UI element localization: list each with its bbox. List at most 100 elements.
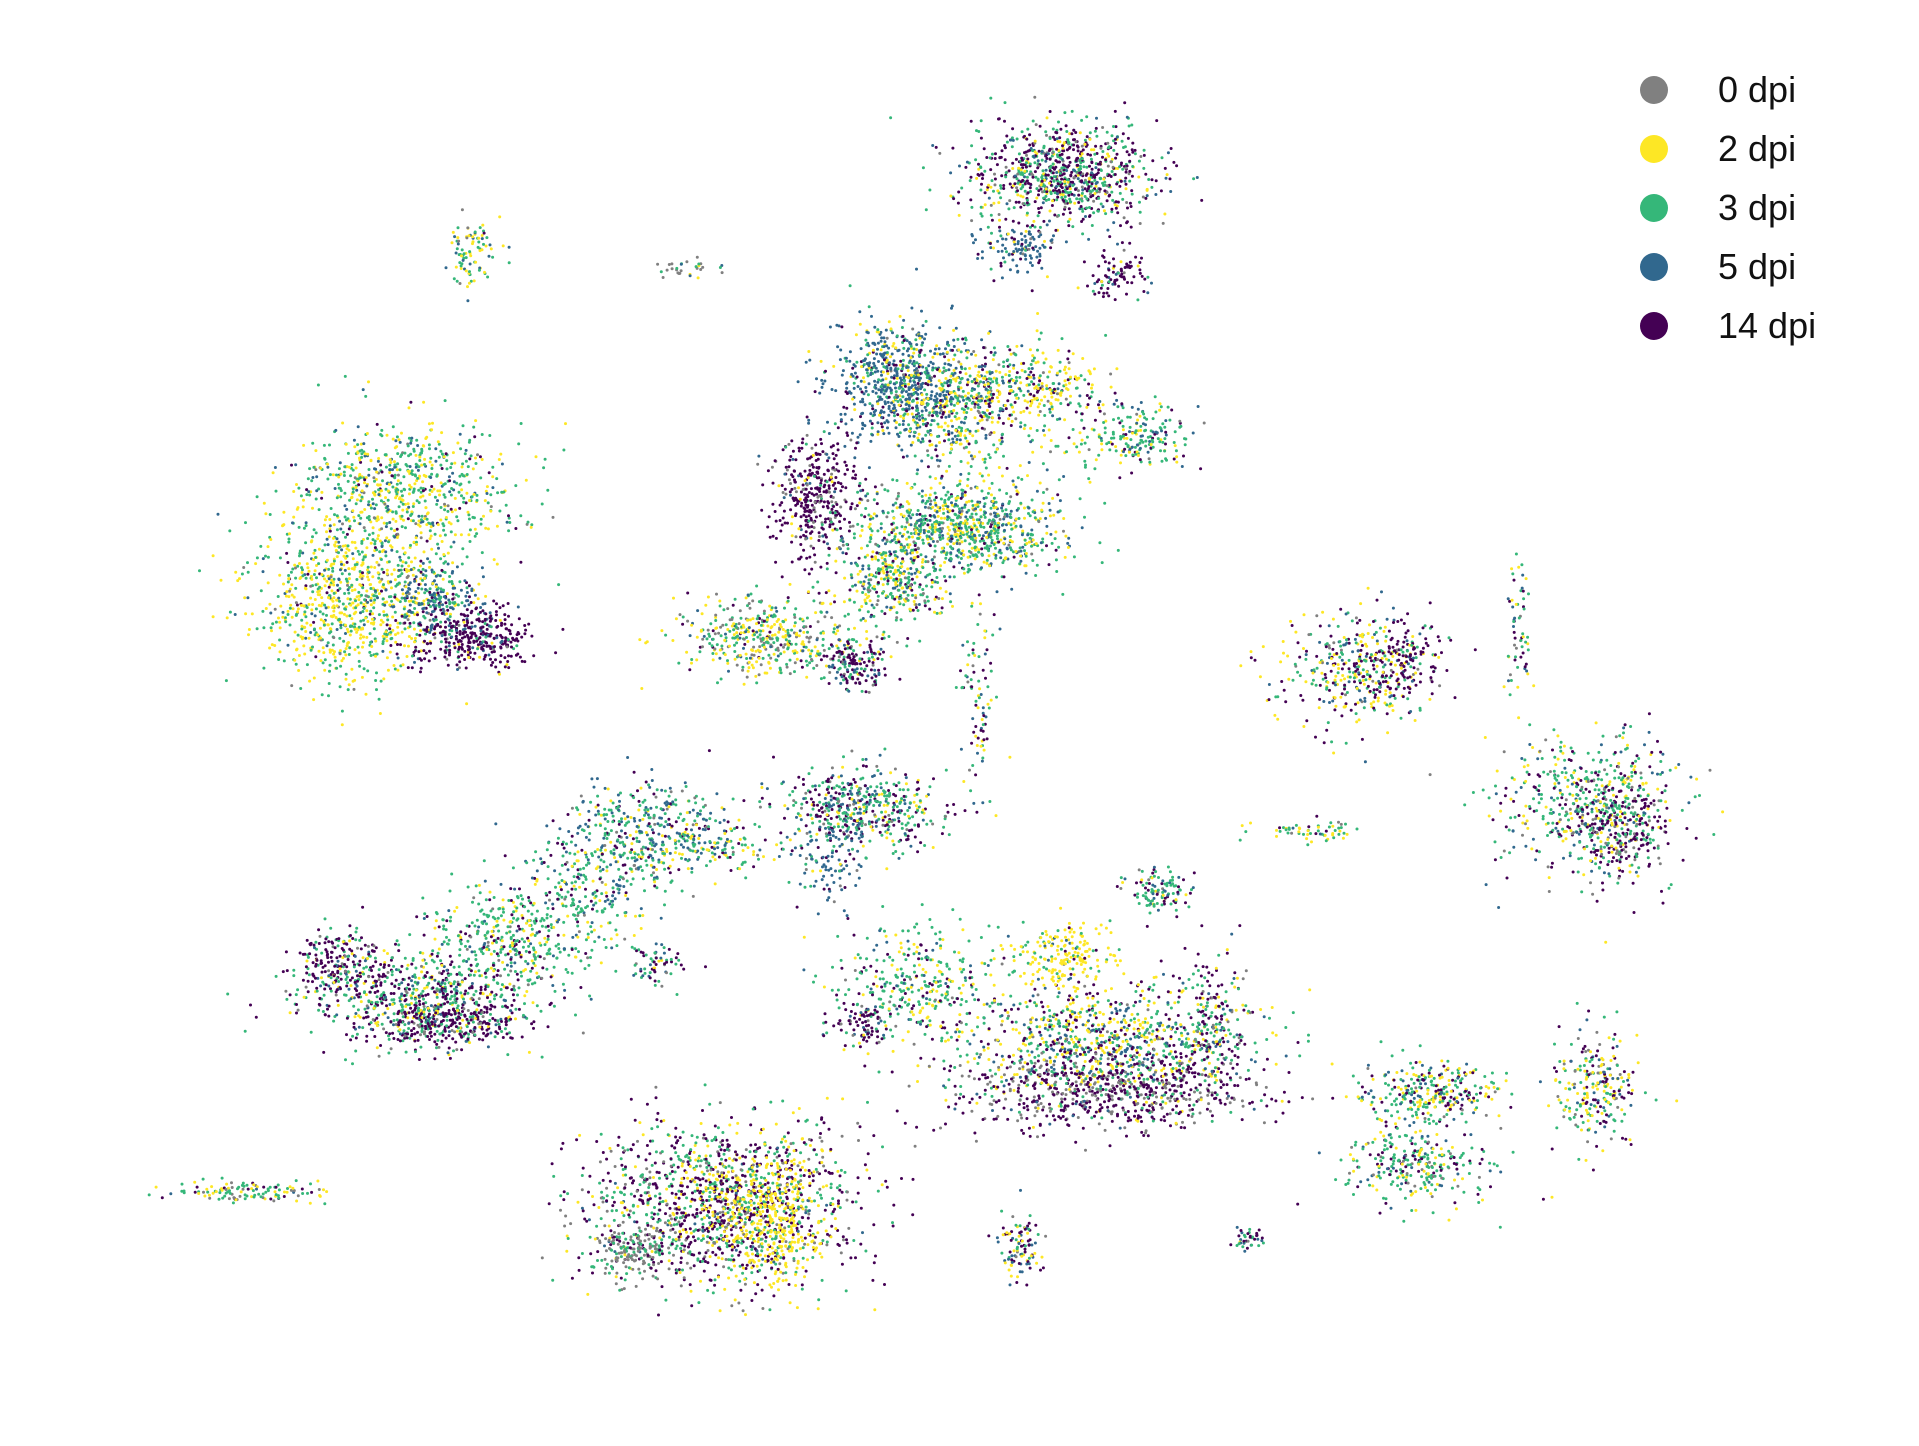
point-14dpi	[1003, 158, 1007, 162]
point-5dpi	[843, 444, 847, 448]
point-5dpi	[1013, 381, 1017, 385]
point-2dpi	[933, 610, 936, 614]
point-2dpi	[783, 635, 787, 639]
point-2dpi	[967, 450, 971, 454]
point-14dpi	[1001, 421, 1005, 425]
point-3dpi	[999, 184, 1002, 188]
point-14dpi	[1024, 165, 1028, 169]
point-14dpi	[848, 588, 852, 592]
point-14dpi	[819, 479, 823, 482]
point-14dpi	[857, 556, 861, 560]
point-5dpi	[899, 581, 903, 585]
point-3dpi	[1057, 478, 1061, 482]
point-2dpi	[889, 576, 893, 580]
point-14dpi	[780, 501, 784, 505]
point-5dpi	[950, 501, 953, 505]
point-5dpi	[896, 349, 900, 353]
point-3dpi	[886, 595, 890, 599]
point-2dpi	[1019, 381, 1023, 385]
point-14dpi	[1079, 179, 1083, 183]
point-5dpi	[827, 432, 831, 435]
point-5dpi	[929, 397, 933, 401]
point-3dpi	[1065, 130, 1069, 133]
point-2dpi	[1035, 329, 1039, 333]
point-5dpi	[945, 390, 949, 394]
point-3dpi	[1128, 425, 1132, 429]
point-0dpi	[1045, 133, 1048, 137]
point-14dpi	[998, 225, 1001, 229]
point-3dpi	[827, 647, 831, 651]
point-3dpi	[953, 415, 957, 419]
point-3dpi	[396, 452, 400, 456]
point-5dpi	[906, 393, 910, 397]
point-3dpi	[1023, 423, 1027, 427]
point-3dpi	[969, 516, 973, 519]
point-5dpi	[1030, 264, 1034, 267]
point-3dpi	[891, 478, 895, 482]
point-5dpi	[917, 411, 920, 415]
point-5dpi	[688, 634, 692, 638]
point-2dpi	[1012, 521, 1016, 525]
point-3dpi	[896, 494, 900, 498]
point-14dpi	[1113, 109, 1117, 113]
point-5dpi	[870, 603, 874, 607]
point-14dpi	[771, 534, 775, 538]
point-2dpi	[1024, 229, 1028, 233]
point-14dpi	[854, 446, 857, 450]
point-5dpi	[908, 397, 911, 401]
point-3dpi	[889, 570, 893, 573]
point-5dpi	[930, 558, 934, 562]
point-2dpi	[1064, 371, 1068, 375]
point-3dpi	[971, 538, 975, 542]
point-14dpi	[1049, 246, 1053, 250]
point-3dpi	[920, 343, 924, 347]
point-3dpi	[843, 614, 847, 618]
point-5dpi	[1030, 367, 1034, 370]
point-3dpi	[1030, 498, 1034, 502]
point-3dpi	[924, 433, 928, 437]
point-3dpi	[999, 234, 1003, 238]
point-3dpi	[1043, 424, 1047, 428]
point-2dpi	[955, 532, 959, 536]
point-0dpi	[1109, 372, 1113, 376]
point-2dpi	[365, 432, 369, 435]
point-14dpi	[850, 652, 854, 656]
point-5dpi	[915, 405, 918, 409]
point-14dpi	[952, 197, 956, 201]
point-2dpi	[917, 373, 920, 377]
point-3dpi	[1173, 430, 1177, 434]
point-14dpi	[1070, 170, 1074, 174]
point-2dpi	[997, 400, 1001, 403]
point-0dpi	[895, 497, 899, 501]
point-14dpi	[947, 432, 951, 436]
point-2dpi	[1022, 427, 1026, 431]
point-5dpi	[1123, 179, 1127, 183]
point-5dpi	[1009, 509, 1013, 513]
point-14dpi	[1042, 219, 1046, 223]
point-5dpi	[907, 386, 911, 390]
point-3dpi	[996, 531, 1000, 535]
point-5dpi	[1052, 234, 1055, 238]
point-5dpi	[876, 347, 879, 351]
point-14dpi	[1098, 187, 1102, 191]
point-2dpi	[892, 342, 896, 345]
point-14dpi	[1049, 183, 1053, 187]
point-14dpi	[1030, 289, 1034, 293]
point-3dpi	[949, 379, 953, 382]
point-0dpi	[747, 602, 751, 605]
point-5dpi	[873, 325, 877, 329]
point-0dpi	[837, 546, 841, 549]
point-14dpi	[876, 657, 880, 661]
point-3dpi	[786, 628, 790, 632]
point-3dpi	[867, 657, 871, 661]
point-3dpi	[842, 655, 846, 659]
point-5dpi	[881, 362, 884, 366]
point-3dpi	[833, 422, 837, 426]
point-2dpi	[1036, 360, 1040, 364]
point-3dpi	[925, 518, 929, 522]
point-3dpi	[708, 642, 712, 645]
point-14dpi	[869, 668, 873, 672]
point-2dpi	[738, 653, 742, 657]
point-3dpi	[711, 637, 715, 641]
point-5dpi	[852, 402, 856, 406]
